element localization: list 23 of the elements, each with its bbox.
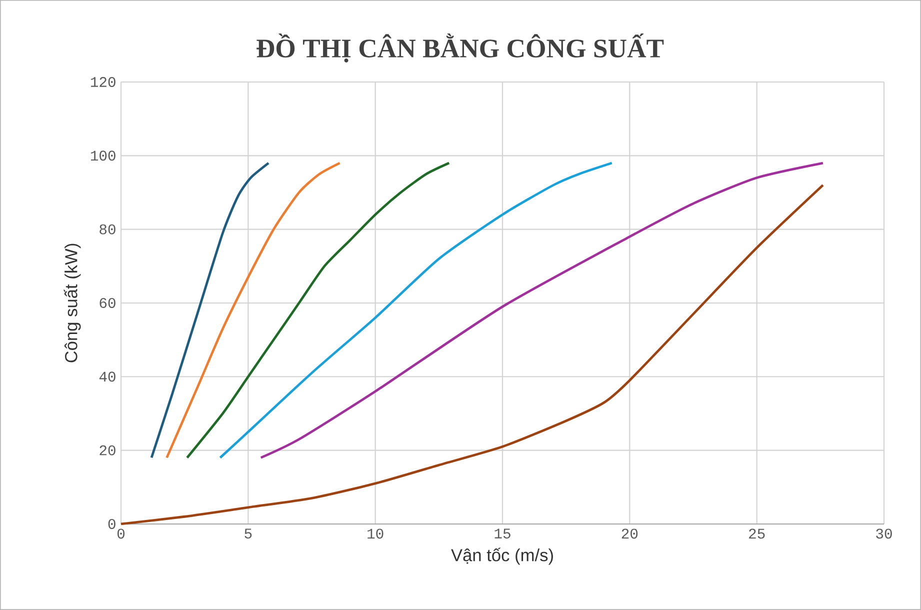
- line-series: [219, 162, 614, 459]
- x-tick-label: 15: [494, 528, 510, 538]
- y-tick-label: 60: [100, 298, 116, 308]
- line-series: [260, 162, 824, 459]
- y-tick-label: 120: [90, 77, 116, 87]
- line-series: [166, 162, 341, 459]
- y-tick-label: 40: [99, 372, 116, 382]
- x-tick-label: 20: [622, 528, 638, 539]
- line-series: [186, 162, 450, 459]
- chart-title: ĐỒ THỊ CÂN BẰNG CÔNG SUẤT: [256, 33, 664, 62]
- y-tick-label: 80: [100, 224, 116, 234]
- x-tick-label: 30: [876, 528, 892, 539]
- y-tick-label: 20: [100, 445, 116, 456]
- y-axis-title: Công suất (kW): [64, 244, 81, 362]
- y-tick-label: 100: [90, 150, 116, 161]
- line-series: [150, 162, 270, 459]
- x-tick-label: 0: [117, 528, 125, 539]
- x-tick-label: 5: [244, 528, 252, 538]
- x-tick-label: 10: [368, 528, 384, 539]
- line-series: [120, 184, 824, 526]
- x-axis-title: Vận tốc (m/s): [451, 548, 553, 565]
- y-tick-label: 0: [108, 519, 116, 529]
- x-tick-label: 25: [749, 528, 765, 539]
